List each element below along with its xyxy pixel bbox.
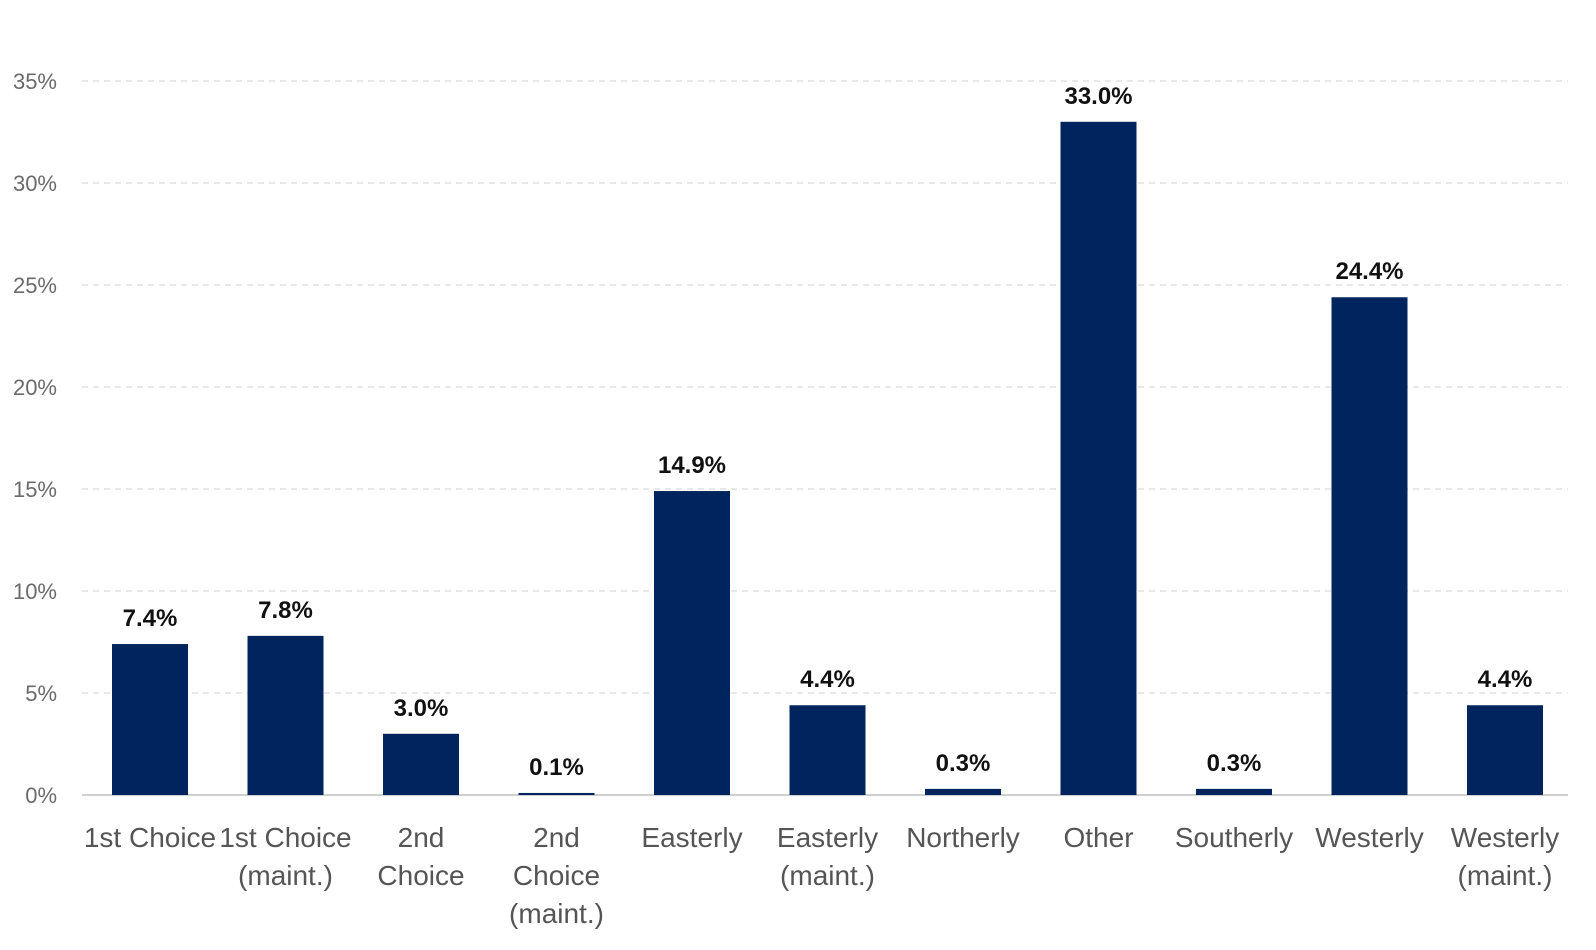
data-label: 0.3%: [936, 750, 991, 777]
y-tick-label: 35%: [13, 69, 57, 94]
y-tick-label: 20%: [13, 375, 57, 400]
bar: [1060, 121, 1137, 796]
x-tick-label-line: (maint.): [780, 860, 875, 891]
data-label: 24.4%: [1335, 258, 1403, 285]
x-tick-label-line: Westerly: [1451, 822, 1559, 853]
x-tick-label-line: 1st Choice: [219, 822, 351, 853]
data-label: 0.3%: [1207, 750, 1262, 777]
data-label: 0.1%: [529, 754, 584, 781]
gridlines: [82, 80, 1568, 796]
x-tick-label: 1st Choice (maint.): [219, 822, 351, 891]
x-tick-label-line: 2nd: [398, 822, 445, 853]
data-labels: 7.4% 7.8% 3.0% 0.1% 14.9% 4.4% 0.3% 33.0% 0.3% 24…: [123, 83, 1533, 781]
bar: [1331, 297, 1408, 795]
bar: [1196, 788, 1272, 795]
x-tick-label-line: 1st Choice: [84, 822, 216, 853]
x-tick-label-line: (maint.): [238, 860, 333, 891]
bar: [1467, 705, 1543, 795]
y-tick-label: 25%: [13, 273, 57, 298]
bar: [383, 733, 459, 795]
x-tick-label-line: Westerly: [1315, 822, 1423, 853]
x-tick-label-line: 2nd: [533, 822, 580, 853]
bar: [112, 644, 188, 795]
data-label: 3.0%: [394, 695, 449, 722]
x-tick-label: 2nd Choice: [377, 822, 464, 891]
x-tick-label: Other: [1063, 822, 1133, 853]
bar: [925, 788, 1001, 795]
x-tick-label-line: (maint.): [509, 898, 604, 929]
x-tick-label-line: Choice: [513, 860, 600, 891]
x-tick-label-line: (maint.): [1458, 860, 1553, 891]
x-tick-label-line: Northerly: [906, 822, 1020, 853]
x-tick-label: Westerly: [1315, 822, 1423, 853]
y-axis-ticks: 0% 5% 10% 15% 20% 25% 30% 35%: [13, 69, 57, 808]
x-tick-label: Easterly (maint.): [777, 822, 878, 891]
x-tick-label-line: Choice: [377, 860, 464, 891]
data-label: 4.4%: [1478, 666, 1533, 693]
y-tick-label: 15%: [13, 477, 57, 502]
x-tick-label-line: Other: [1063, 822, 1133, 853]
y-tick-label: 10%: [13, 579, 57, 604]
x-tick-label: 1st Choice: [84, 822, 216, 853]
x-tick-label: 2nd Choice (maint.): [509, 822, 604, 929]
data-label: 33.0%: [1064, 83, 1132, 110]
bar: [247, 635, 324, 795]
x-tick-label: Westerly (maint.): [1451, 822, 1559, 891]
x-tick-label: Southerly: [1175, 822, 1293, 853]
y-tick-label: 30%: [13, 171, 57, 196]
y-tick-label: 5%: [25, 681, 57, 706]
x-tick-label-line: Easterly: [777, 822, 878, 853]
data-label: 4.4%: [800, 666, 855, 693]
bars: [112, 121, 1543, 796]
x-tick-label-line: Easterly: [641, 822, 742, 853]
y-tick-label: 0%: [25, 783, 57, 808]
data-label: 7.8%: [258, 597, 313, 624]
bar: [789, 705, 866, 795]
x-tick-label: Northerly: [906, 822, 1020, 853]
data-label: 7.4%: [123, 605, 178, 632]
x-axis-ticks: 1st Choice 1st Choice (maint.)2nd Choice2nd…: [84, 822, 1559, 929]
x-tick-label: Easterly: [641, 822, 742, 853]
x-tick-label-line: Southerly: [1175, 822, 1293, 853]
bar: [654, 491, 730, 795]
bar: [518, 792, 595, 795]
data-label: 14.9%: [658, 452, 726, 479]
